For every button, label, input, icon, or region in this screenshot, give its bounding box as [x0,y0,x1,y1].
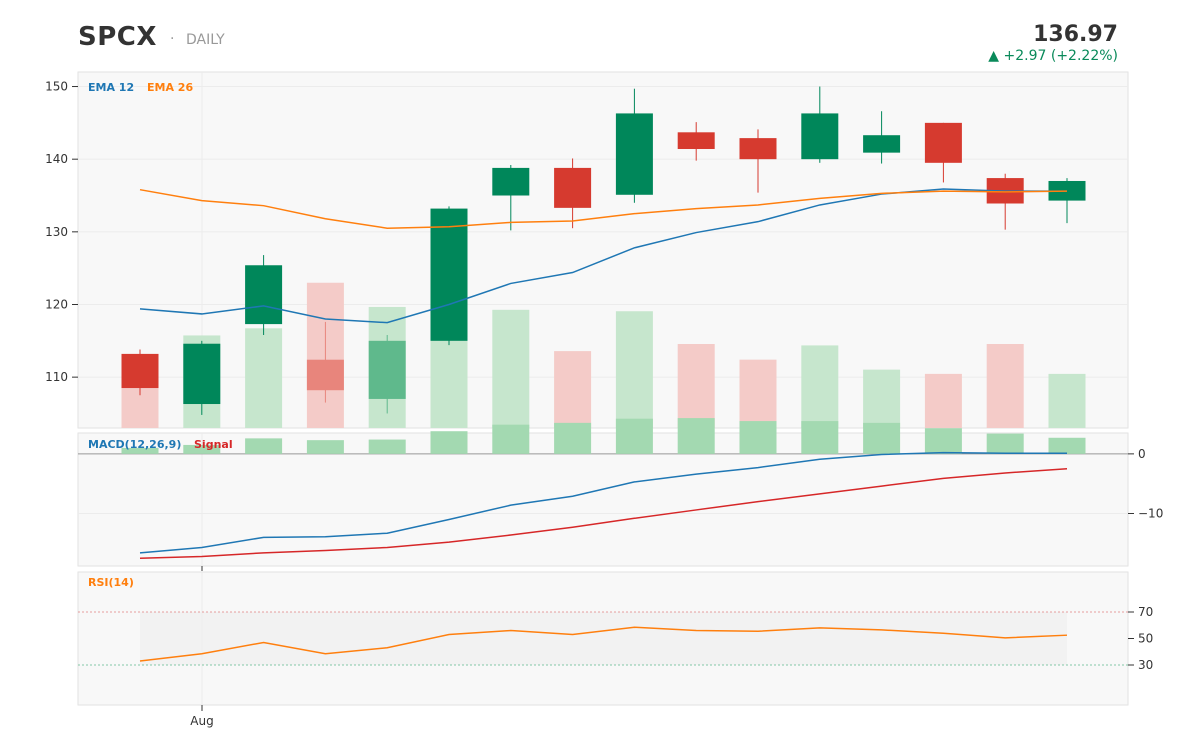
volume-bar [863,369,901,428]
legend-macd: MACD(12,26,9) [88,438,181,451]
axes: 110 120 130 140 150 0 −10 70 50 30 [45,80,1163,672]
volume-bar [739,359,777,428]
price-panel [77,71,1129,429]
candle-body [306,359,344,391]
interval-label: DAILY [186,32,225,48]
candle-body [801,113,839,160]
macd-histogram-bar [924,428,962,454]
x-tick-aug: Aug [190,714,213,728]
volume-bar [924,373,962,428]
candles [121,86,1086,415]
macd-histogram-bar [245,438,283,454]
candle-body [739,138,777,160]
macd-histogram-bar [306,440,344,454]
candle-body [368,340,406,399]
macd-series [121,418,1086,559]
macd-histogram-bar [554,422,592,454]
candle-body [430,208,468,341]
candle-body [677,132,715,150]
macd-histogram-bar [121,447,159,454]
candle-body [924,122,962,163]
rsi-series [139,626,1068,662]
ema-lines [139,188,1068,324]
last-price: 136.97 [1033,22,1118,47]
candle-body [492,167,530,196]
legend-ema26: EMA 26 [147,81,193,94]
legend-ema12: EMA 12 [88,81,134,94]
volume-bars [121,261,1086,428]
y-tick-label-price: 110 [45,370,68,384]
volume-bar [615,311,653,428]
macd-line [139,451,1067,554]
volume-bar [554,351,592,428]
macd-histogram-bar [986,433,1024,454]
volume-bar [801,345,839,428]
rsi-line [139,626,1068,662]
macd-panel [77,432,1129,567]
volume-bar [245,328,283,428]
volume-bar [492,309,530,428]
macd-histogram-bar [430,431,468,454]
macd-histogram-bar [368,439,406,454]
y-tick-label-macd: −10 [1138,507,1163,521]
y-tick-label-rsi: 70 [1138,605,1153,619]
volume-bar [986,343,1024,428]
rsi-band [140,612,1067,665]
macd-histogram-bar [183,444,221,454]
volume-bar [1048,373,1086,428]
legend-signal: Signal [194,438,233,451]
y-tick-label-rsi: 50 [1138,632,1153,646]
candle-body [863,135,901,153]
macd-histogram-bar [677,418,715,454]
y-tick-label-price: 150 [45,80,68,94]
ema26-line [139,188,1068,229]
macd-histogram-bar [863,422,901,454]
volume-bar [677,343,715,428]
y-tick-label-rsi: 30 [1138,658,1153,672]
y-tick-label-price: 140 [45,152,68,166]
y-tick-label-price: 120 [45,297,68,311]
candle-body [121,353,159,389]
price-change: ▲ +2.97 (+2.22%) [988,48,1118,64]
macd-histogram-bar [615,418,653,454]
candle-body [245,265,283,325]
macd-histogram-bar [1048,437,1086,454]
title-separator: · [170,31,175,47]
macd-histogram-bar [492,424,530,454]
signal-line [139,468,1068,559]
candle-body [183,343,221,405]
legend-rsi: RSI(14) [88,576,134,589]
candle-body [615,113,653,195]
y-tick-label-macd: 0 [1138,447,1146,461]
macd-histogram-bar [739,421,777,454]
y-tick-label-price: 130 [45,225,68,239]
candle-body [554,167,592,208]
macd-histogram-bar [801,421,839,454]
grid [78,72,1128,705]
ticker-symbol: SPCX [78,22,157,52]
